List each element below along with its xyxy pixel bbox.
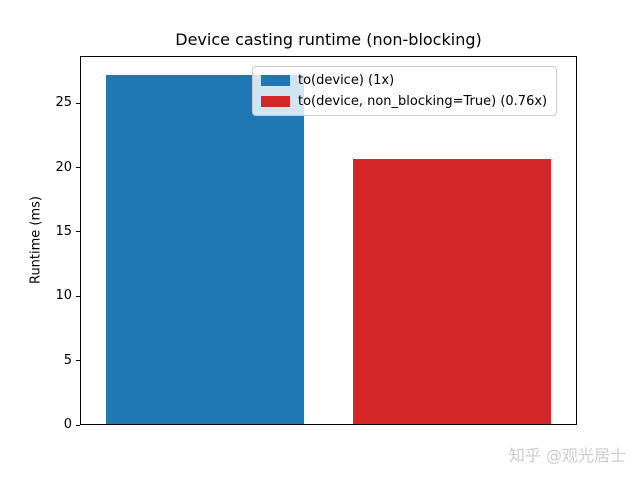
y-tick-15: 15 bbox=[55, 223, 80, 239]
legend-label: to(device) (1x) bbox=[298, 73, 395, 88]
y-tick-5: 5 bbox=[63, 352, 80, 368]
y-tick-label: 0 bbox=[63, 417, 72, 432]
y-tick-20: 20 bbox=[55, 159, 80, 175]
y-tick-mark bbox=[76, 167, 80, 169]
legend: to(device) (1x) to(device, non_blocking=T… bbox=[252, 66, 558, 116]
y-tick-label: 5 bbox=[63, 352, 72, 368]
y-tick-mark bbox=[76, 360, 80, 362]
bar-1 bbox=[353, 159, 552, 424]
legend-label: to(device, non_blocking=True) (0.76x) bbox=[298, 94, 548, 109]
y-tick-mark bbox=[76, 424, 80, 426]
y-tick-mark bbox=[76, 231, 80, 233]
chart-title: Device casting runtime (non-blocking) bbox=[175, 30, 482, 49]
y-tick-mark bbox=[76, 102, 80, 104]
bar-0 bbox=[105, 74, 304, 424]
bars-layer bbox=[81, 57, 576, 424]
legend-swatch-icon bbox=[261, 75, 290, 86]
legend-item-1: to(device, non_blocking=True) (0.76x) bbox=[261, 94, 547, 109]
y-tick-mark bbox=[76, 295, 80, 297]
y-tick-label: 10 bbox=[55, 288, 72, 304]
legend-item-0: to(device) (1x) bbox=[261, 73, 547, 88]
y-tick-10: 10 bbox=[55, 289, 80, 303]
y-tick-label: 25 bbox=[55, 95, 72, 111]
y-tick-label: 20 bbox=[55, 159, 72, 175]
y-axis: 0 5 10 15 20 25 bbox=[0, 56, 80, 432]
y-tick-25: 25 bbox=[55, 96, 80, 110]
legend-swatch-icon bbox=[261, 96, 290, 107]
y-tick-0: 0 bbox=[64, 418, 80, 432]
watermark: 知乎 @观光居士 bbox=[508, 446, 626, 465]
y-tick-label: 15 bbox=[55, 223, 72, 239]
plot-area bbox=[80, 56, 577, 425]
